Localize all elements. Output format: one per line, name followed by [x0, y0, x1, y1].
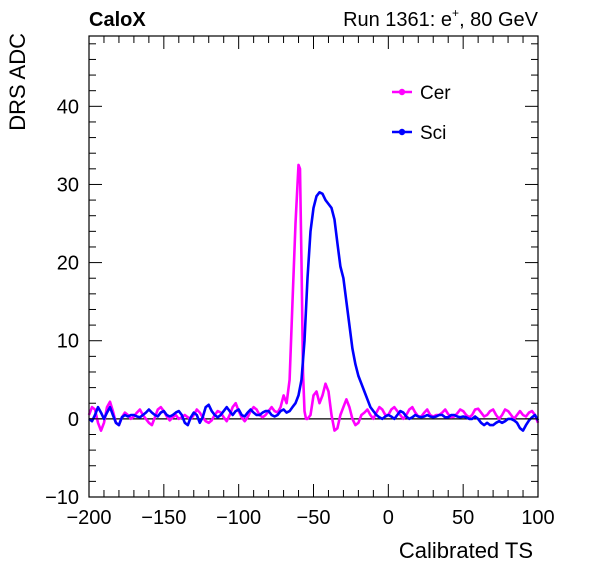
y-tick-label: 10	[57, 331, 79, 353]
legend-label: Sci	[420, 123, 446, 144]
y-tick-label: 40	[57, 96, 79, 118]
x-tick-label: 100	[521, 507, 554, 529]
y-tick-label: 20	[57, 253, 79, 275]
x-tick-label: −150	[141, 507, 186, 529]
plot-area	[87, 163, 540, 432]
y-tick-label: −10	[45, 487, 79, 509]
run-label-suffix: , 80 GeV	[459, 9, 539, 31]
x-tick-label: −50	[297, 507, 331, 529]
legend: Cer Sci	[392, 83, 451, 144]
legend-marker	[398, 88, 406, 96]
y-tick-label: 0	[68, 409, 79, 431]
y-tick-label: 30	[57, 174, 79, 196]
legend-item-sci: Sci	[392, 123, 446, 144]
series-line-sci	[88, 191, 540, 432]
run-label-sup: +	[452, 6, 459, 20]
x-tick-label: 50	[452, 507, 474, 529]
x-tick-label: −200	[66, 507, 111, 529]
y-axis-title: DRS ADC	[5, 33, 30, 131]
run-label: Run 1361: e+, 80 GeV	[343, 6, 539, 31]
legend-label: Cer	[420, 83, 451, 104]
legend-item-cer: Cer	[392, 83, 451, 104]
x-axis-title: Calibrated TS	[399, 538, 533, 563]
x-tick-label: −100	[216, 507, 261, 529]
legend-marker	[398, 128, 406, 136]
x-tick-label: 0	[383, 507, 394, 529]
run-label-main: Run 1361: e	[343, 9, 452, 31]
experiment-label: CaloX	[89, 9, 146, 31]
